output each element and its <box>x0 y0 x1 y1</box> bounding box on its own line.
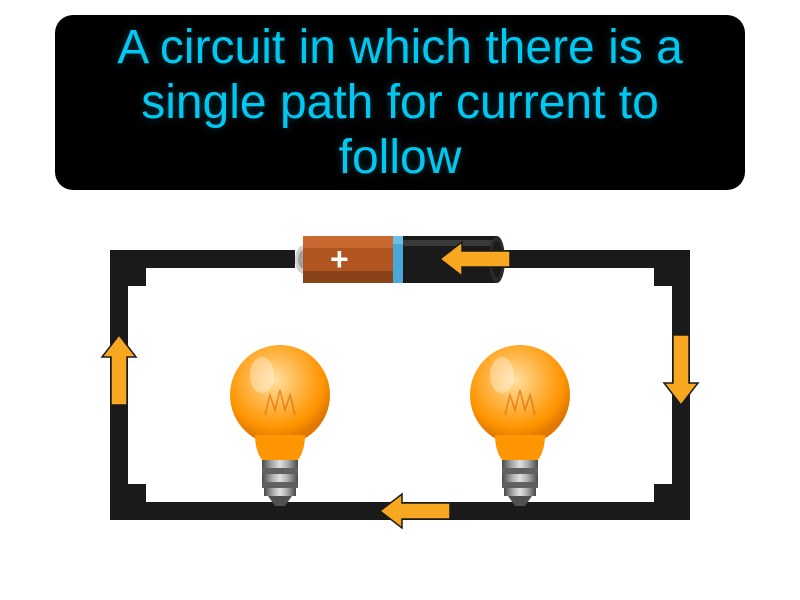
circuit-diagram: + - <box>80 220 720 550</box>
light-bulb <box>220 340 340 515</box>
wire-corner <box>110 250 146 286</box>
wire-corner <box>654 484 690 520</box>
current-arrow-right <box>660 335 702 410</box>
definition-text: A circuit in which there is a single pat… <box>85 20 715 186</box>
current-arrow-left <box>98 335 140 410</box>
wire-corner <box>110 484 146 520</box>
current-arrow-bottom <box>380 490 450 537</box>
battery-positive-label: + <box>330 241 349 277</box>
light-bulb <box>460 340 580 515</box>
wire-corner <box>654 250 690 286</box>
current-arrow-top <box>440 238 510 285</box>
definition-box: A circuit in which there is a single pat… <box>55 15 745 190</box>
